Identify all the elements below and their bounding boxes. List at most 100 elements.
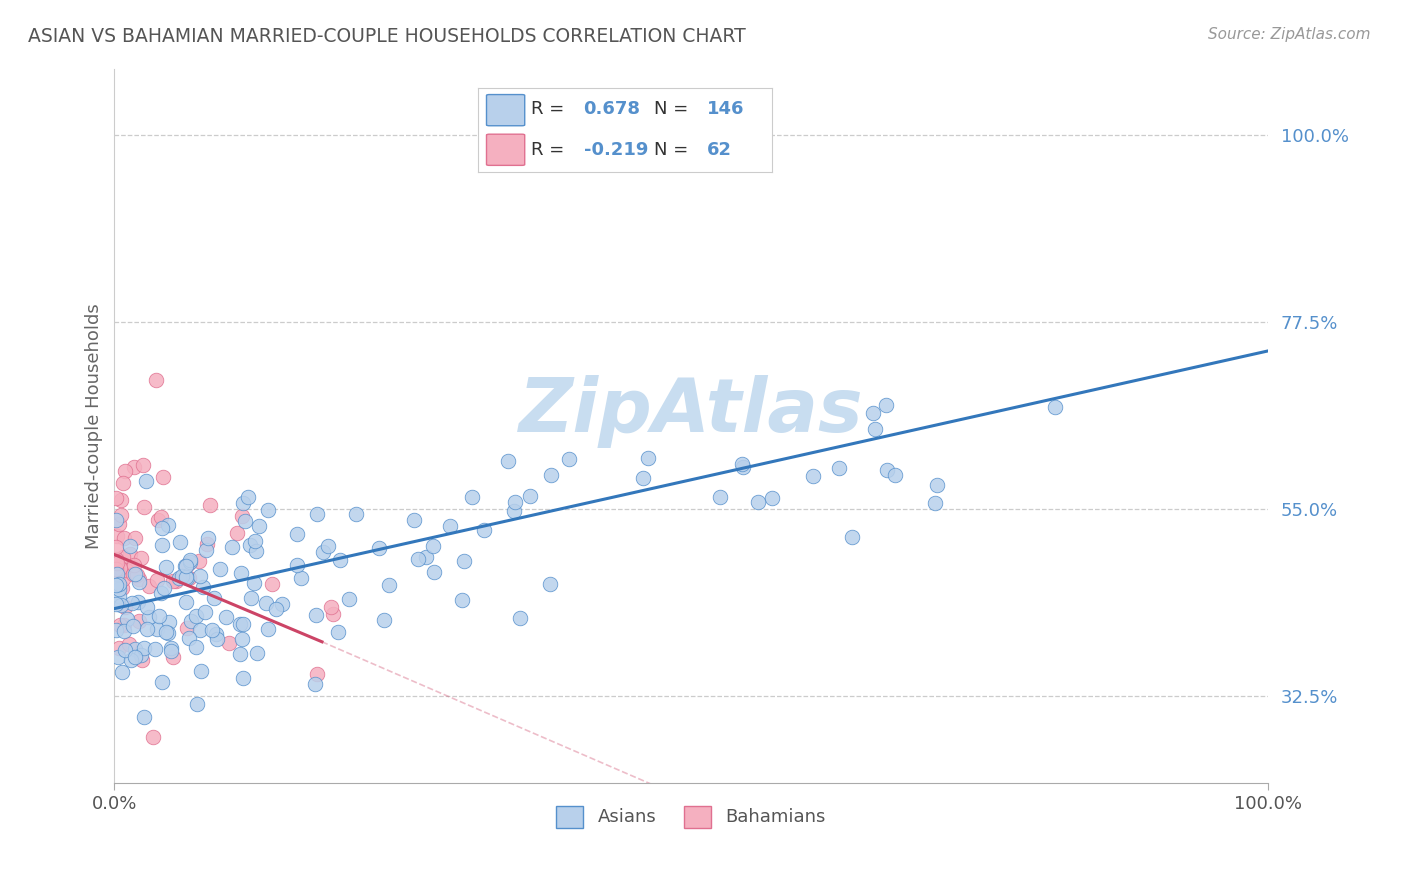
Point — [114, 643, 136, 657]
Point — [128, 572, 150, 586]
Point — [197, 532, 219, 546]
Point — [761, 491, 783, 505]
Point — [104, 562, 127, 576]
Point — [114, 624, 136, 638]
Point — [138, 579, 160, 593]
Point — [195, 542, 218, 557]
Point — [502, 504, 524, 518]
Point — [402, 513, 425, 527]
Point — [876, 463, 898, 477]
Point — [236, 491, 259, 505]
Point — [176, 595, 198, 609]
Point — [285, 527, 308, 541]
Point — [120, 653, 142, 667]
Point — [239, 538, 262, 552]
Point — [104, 491, 127, 505]
Point — [152, 470, 174, 484]
Point — [205, 632, 228, 646]
Point — [118, 547, 141, 561]
Point — [146, 513, 169, 527]
Point — [145, 623, 167, 637]
Point — [260, 577, 283, 591]
Point — [169, 534, 191, 549]
Point — [122, 619, 145, 633]
Point — [731, 457, 754, 471]
Point — [731, 459, 754, 474]
Point — [165, 574, 187, 588]
Point — [120, 558, 142, 573]
Point — [115, 563, 138, 577]
Point — [450, 593, 472, 607]
Point — [246, 646, 269, 660]
Point — [221, 541, 243, 555]
Point — [108, 589, 131, 603]
Point — [124, 531, 146, 545]
Point — [415, 549, 437, 564]
Point — [191, 580, 214, 594]
Point — [129, 551, 152, 566]
Point — [305, 607, 328, 622]
Point — [875, 398, 897, 412]
Point — [243, 534, 266, 549]
Point — [150, 509, 173, 524]
Point — [110, 508, 132, 522]
Point — [107, 578, 129, 592]
Point — [256, 622, 278, 636]
Point — [232, 495, 254, 509]
Point — [149, 585, 172, 599]
Point — [128, 614, 150, 628]
Point — [132, 458, 155, 472]
Point — [254, 596, 277, 610]
Point — [186, 697, 208, 711]
Point — [190, 665, 212, 679]
Point — [114, 464, 136, 478]
Point — [159, 640, 181, 655]
Point — [179, 570, 201, 584]
Point — [104, 578, 127, 592]
Point — [146, 573, 169, 587]
Point — [148, 609, 170, 624]
Point — [239, 591, 262, 606]
Point — [264, 602, 287, 616]
Point — [104, 598, 127, 612]
Point — [138, 610, 160, 624]
Point — [803, 468, 825, 483]
Point — [111, 665, 134, 679]
Point — [162, 574, 184, 588]
Point — [247, 518, 270, 533]
Point — [233, 515, 256, 529]
Point — [143, 641, 166, 656]
Point — [927, 478, 949, 492]
Point — [104, 540, 127, 554]
Text: Source: ZipAtlas.com: Source: ZipAtlas.com — [1208, 27, 1371, 42]
Point — [132, 709, 155, 723]
Point — [496, 454, 519, 468]
Point — [453, 554, 475, 568]
Point — [105, 556, 128, 570]
Point — [208, 562, 231, 576]
Point — [863, 422, 886, 436]
Point — [157, 626, 180, 640]
Point — [112, 475, 135, 490]
Point — [112, 572, 135, 586]
Point — [709, 490, 731, 504]
Point — [828, 461, 851, 475]
Point — [190, 623, 212, 637]
Point — [304, 676, 326, 690]
Point — [153, 582, 176, 596]
Legend: Asians, Bahamians: Asians, Bahamians — [550, 798, 832, 835]
Point — [631, 471, 654, 485]
Point — [187, 554, 209, 568]
Point — [637, 450, 659, 465]
Text: ZipAtlas: ZipAtlas — [519, 375, 863, 448]
Point — [132, 500, 155, 514]
Point — [884, 467, 907, 482]
Point — [329, 552, 352, 566]
Point — [176, 621, 198, 635]
Point — [176, 571, 198, 585]
Point — [110, 561, 132, 575]
Point — [184, 640, 207, 654]
Point — [318, 539, 340, 553]
Y-axis label: Married-couple Households: Married-couple Households — [86, 303, 103, 549]
Point — [228, 647, 250, 661]
